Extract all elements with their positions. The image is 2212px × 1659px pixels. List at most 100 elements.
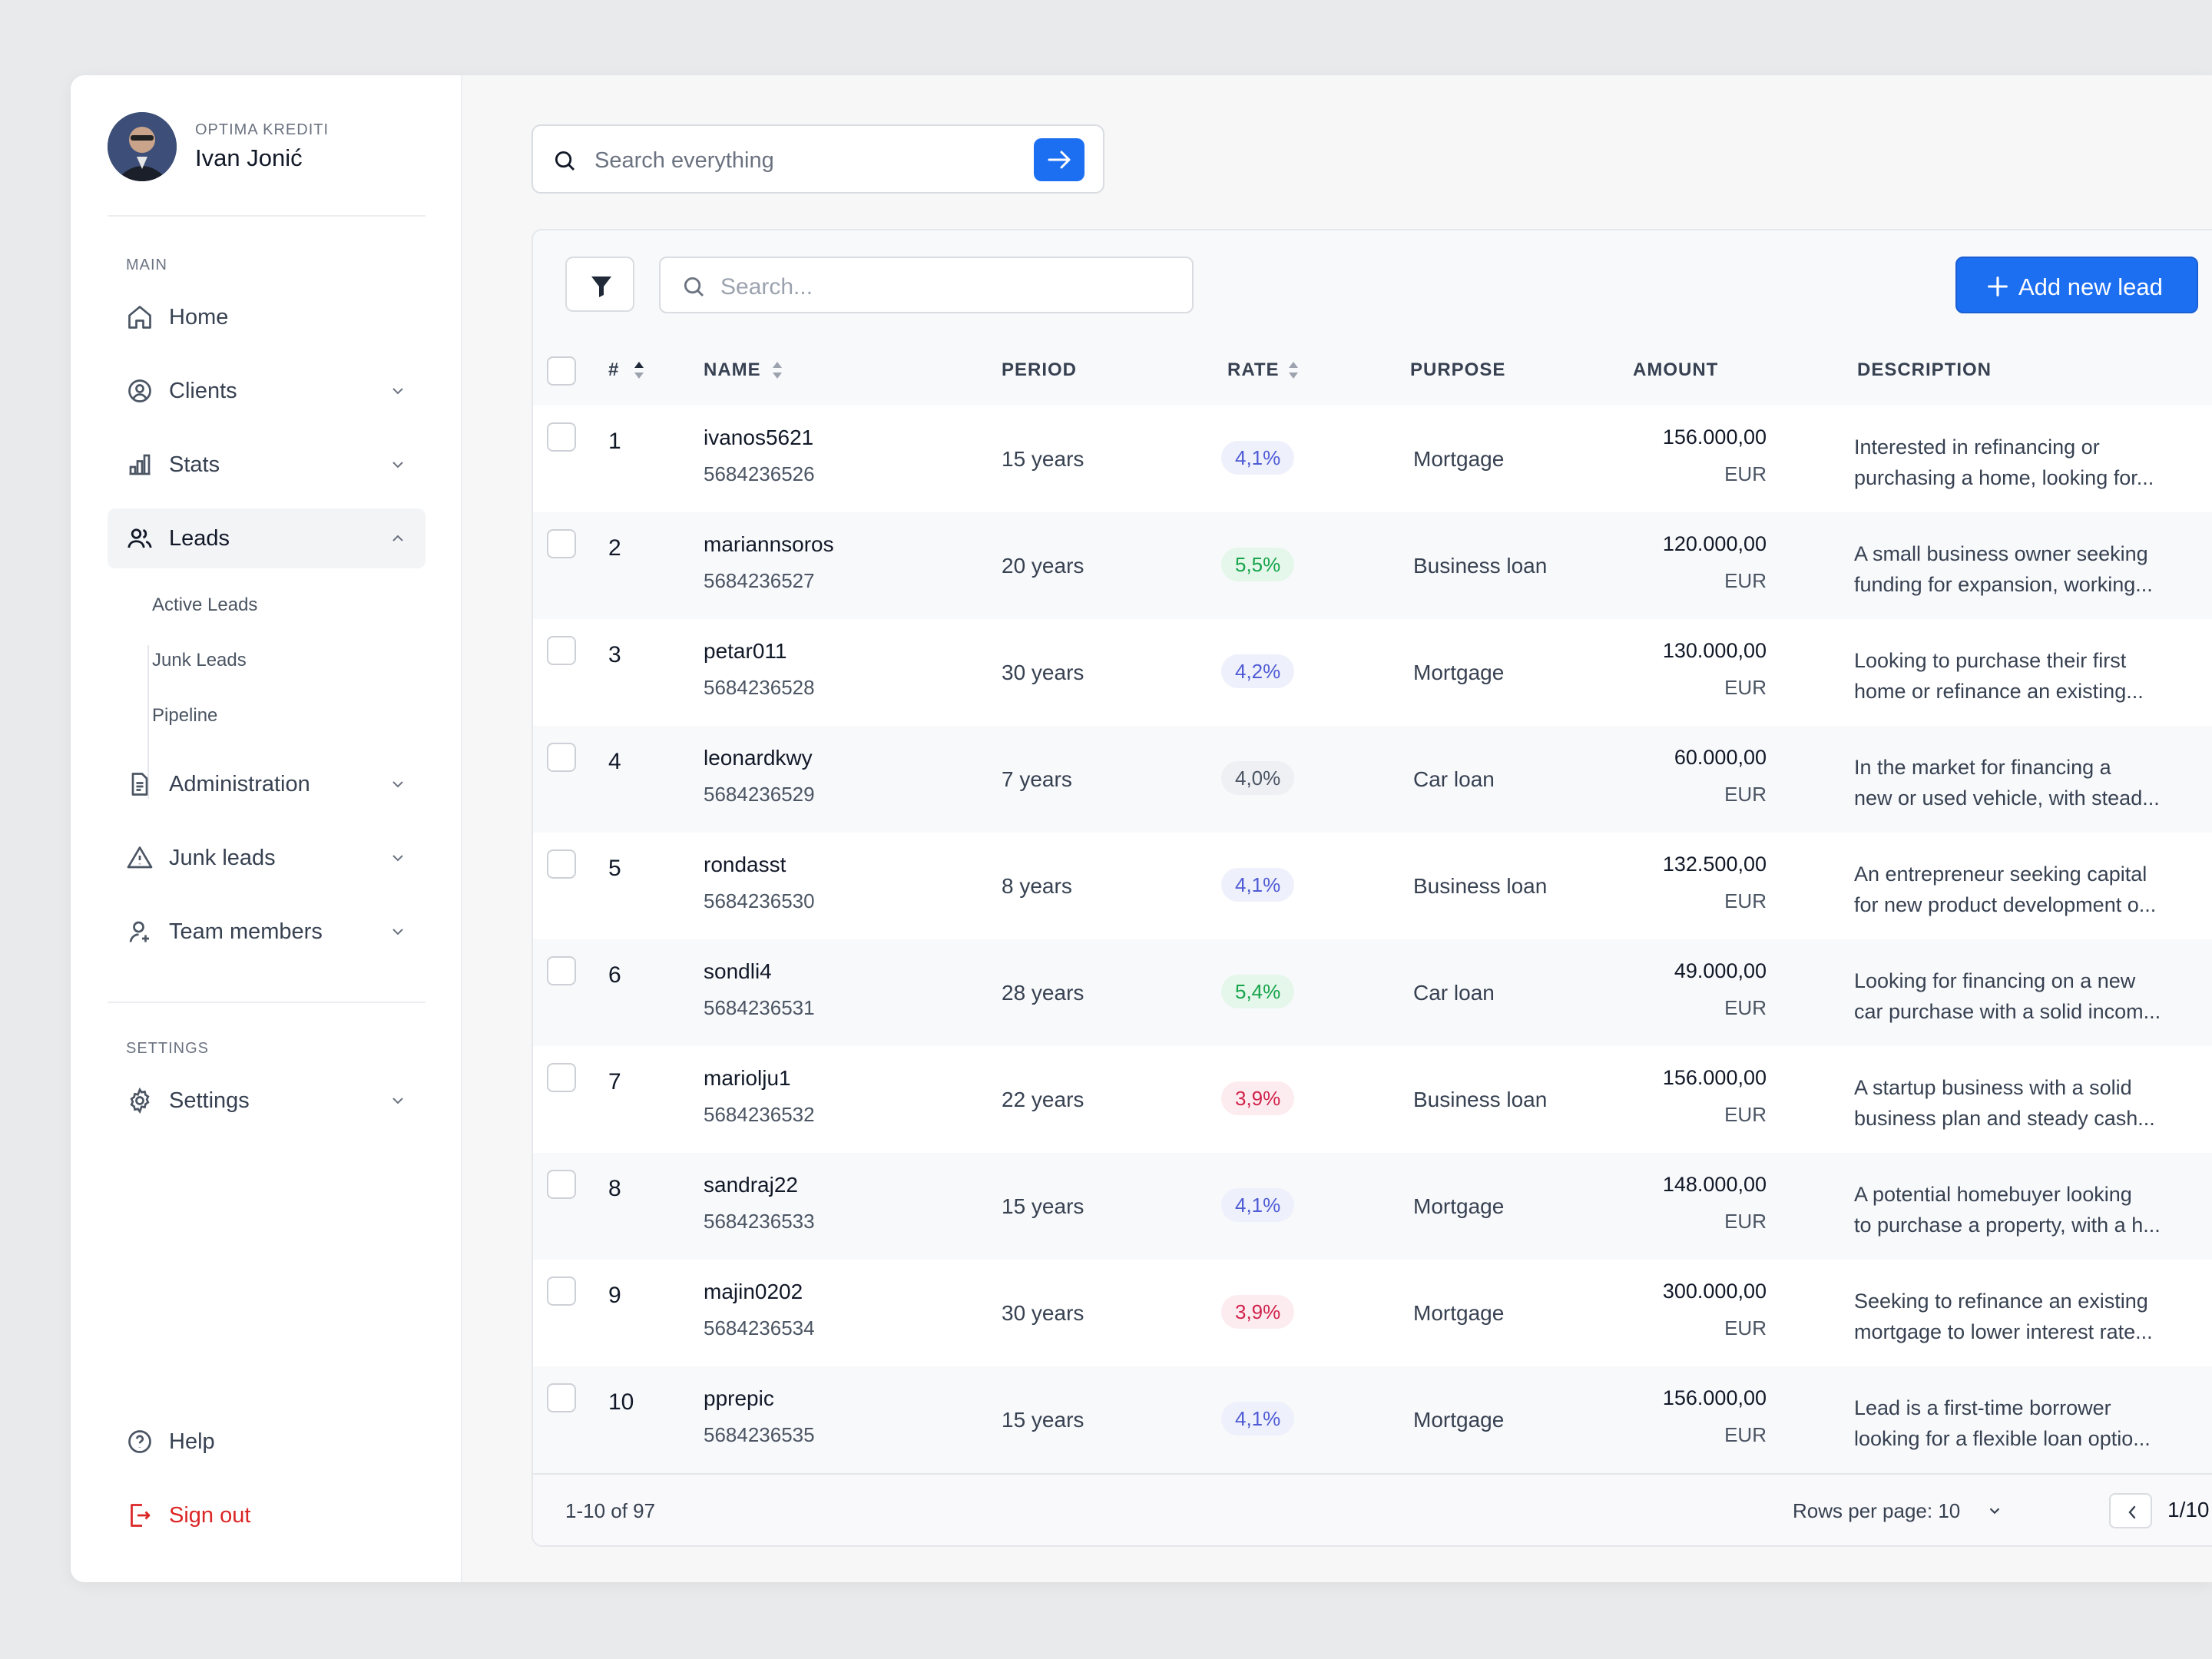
chevron-down-icon bbox=[389, 849, 407, 867]
global-search[interactable]: Search everything bbox=[531, 124, 1104, 194]
avatar bbox=[108, 112, 177, 181]
lead-amount: 49.000,00 bbox=[1674, 959, 1767, 982]
sidebar-item-help[interactable]: Help bbox=[108, 1412, 426, 1472]
sidebar-item-administration[interactable]: Administration bbox=[108, 754, 426, 814]
row-checkbox[interactable] bbox=[547, 1383, 576, 1412]
rate-badge: 4,2% bbox=[1221, 654, 1295, 688]
prev-page-button[interactable] bbox=[2109, 1493, 2152, 1528]
table-row[interactable]: 7 mariolju1 5684236532 22 years 3,9% Business… bbox=[533, 1046, 2212, 1153]
sign-out-label: Sign out bbox=[169, 1502, 251, 1528]
users-icon bbox=[126, 525, 154, 552]
lead-amount: 120.000,00 bbox=[1662, 532, 1767, 555]
column-header-name[interactable]: NAME bbox=[704, 359, 761, 380]
rows-per-page-select[interactable]: Rows per page: 10 bbox=[1793, 1499, 1961, 1522]
chevron-up-icon bbox=[389, 529, 407, 548]
profile[interactable]: OPTIMA KREDITI Ivan Jonić bbox=[108, 112, 426, 217]
add-new-lead-button[interactable]: Add new lead bbox=[1955, 257, 2198, 313]
description-line: An entrepreneur seeking capital bbox=[1854, 863, 2147, 886]
sidebar: OPTIMA KREDITI Ivan Jonić MAIN Home Clie… bbox=[71, 75, 462, 1582]
lead-id: 5684236534 bbox=[704, 1316, 815, 1339]
lead-username[interactable]: sondli4 bbox=[704, 959, 772, 983]
lead-description: Interested in refinancing or purchasing a… bbox=[1854, 432, 2207, 493]
row-number: 2 bbox=[608, 535, 621, 561]
search-submit-button[interactable] bbox=[1034, 138, 1084, 181]
table-search-input[interactable]: Search... bbox=[720, 274, 813, 300]
lead-currency: EUR bbox=[1724, 569, 1767, 592]
row-checkbox[interactable] bbox=[547, 956, 576, 985]
description-line: Seeking to refinance an existing bbox=[1854, 1290, 2148, 1313]
description-line: In the market for financing a bbox=[1854, 756, 2111, 779]
description-line: Lead is a first-time borrower bbox=[1854, 1396, 2111, 1419]
row-checkbox[interactable] bbox=[547, 529, 576, 558]
chevron-down-icon bbox=[389, 775, 407, 793]
sidebar-item-junk-leads[interactable]: Junk leads bbox=[108, 828, 426, 888]
lead-description: A potential homebuyer looking to purchase… bbox=[1854, 1179, 2207, 1240]
lead-username[interactable]: leonardkwy bbox=[704, 746, 813, 770]
lead-username[interactable]: sandraj22 bbox=[704, 1173, 798, 1197]
lead-purpose: Mortgage bbox=[1413, 1408, 1505, 1432]
lead-username[interactable]: mariolju1 bbox=[704, 1066, 791, 1090]
lead-username[interactable]: pprepic bbox=[704, 1386, 774, 1410]
table-row[interactable]: 3 petar011 5684236528 30 years 4,2% Mortgage 1… bbox=[533, 619, 2212, 726]
row-checkbox[interactable] bbox=[547, 1170, 576, 1199]
rate-badge: 5,5% bbox=[1221, 548, 1295, 581]
filter-button[interactable] bbox=[565, 257, 634, 312]
bar-chart-icon bbox=[126, 451, 154, 478]
user-add-icon bbox=[126, 918, 154, 945]
chevron-down-icon bbox=[389, 1091, 407, 1110]
table-row[interactable]: 4 leonardkwy 5684236529 7 years 4,0% Car loan… bbox=[533, 726, 2212, 833]
row-checkbox[interactable] bbox=[547, 1277, 576, 1306]
row-number: 5 bbox=[608, 856, 621, 881]
lead-id: 5684236531 bbox=[704, 996, 815, 1019]
sidebar-item-team-members[interactable]: Team members bbox=[108, 902, 426, 962]
column-header-rate[interactable]: RATE bbox=[1227, 359, 1280, 380]
table-row[interactable]: 1 ivanos5621 5684236526 15 years 4,1% Mortgag… bbox=[533, 406, 2212, 512]
rate-badge: 4,1% bbox=[1221, 1188, 1295, 1222]
sign-out-button[interactable]: Sign out bbox=[108, 1485, 426, 1545]
sidebar-subitem-active-leads[interactable]: Active Leads bbox=[152, 594, 258, 615]
add-new-lead-label: Add new lead bbox=[2018, 273, 2163, 300]
sidebar-item-stats[interactable]: Stats bbox=[108, 435, 426, 495]
lead-id: 5684236533 bbox=[704, 1210, 815, 1233]
lead-currency: EUR bbox=[1724, 1103, 1767, 1126]
row-checkbox[interactable] bbox=[547, 743, 576, 772]
column-header-number[interactable]: # bbox=[608, 359, 620, 380]
lead-username[interactable]: petar011 bbox=[704, 639, 787, 663]
description-line: purchasing a home, looking for... bbox=[1854, 466, 2154, 489]
lead-amount: 60.000,00 bbox=[1674, 746, 1767, 769]
lead-period: 22 years bbox=[1002, 1088, 1084, 1111]
sidebar-item-leads[interactable]: Leads bbox=[108, 508, 426, 568]
row-checkbox[interactable] bbox=[547, 636, 576, 665]
sidebar-item-label: Team members bbox=[169, 919, 323, 944]
row-checkbox[interactable] bbox=[547, 849, 576, 879]
sidebar-item-settings[interactable]: Settings bbox=[108, 1071, 426, 1131]
sidebar-subitem-junk-leads[interactable]: Junk Leads bbox=[152, 650, 247, 671]
global-search-input[interactable]: Search everything bbox=[594, 148, 774, 173]
lead-description: An entrepreneur seeking capital for new p… bbox=[1854, 859, 2207, 920]
sidebar-subitem-pipeline[interactable]: Pipeline bbox=[152, 705, 218, 726]
lead-amount: 156.000,00 bbox=[1662, 426, 1767, 449]
sidebar-item-clients[interactable]: Clients bbox=[108, 361, 426, 421]
lead-username[interactable]: rondasst bbox=[704, 853, 786, 876]
table-row[interactable]: 9 majin0202 5684236534 30 years 3,9% Mortgage… bbox=[533, 1260, 2212, 1366]
lead-username[interactable]: ivanos5621 bbox=[704, 426, 814, 449]
select-all-checkbox[interactable] bbox=[547, 356, 576, 386]
lead-id: 5684236532 bbox=[704, 1103, 815, 1126]
row-checkbox[interactable] bbox=[547, 422, 576, 452]
lead-username[interactable]: majin0202 bbox=[704, 1280, 803, 1303]
row-number: 10 bbox=[608, 1389, 634, 1415]
search-icon bbox=[680, 273, 707, 300]
table-row[interactable]: 10 pprepic 5684236535 15 years 4,1% Mortgage 1… bbox=[533, 1366, 2212, 1473]
table-search[interactable]: Search... bbox=[659, 257, 1194, 313]
row-checkbox[interactable] bbox=[547, 1063, 576, 1092]
company-name: OPTIMA KREDITI bbox=[195, 121, 329, 138]
sidebar-item-home[interactable]: Home bbox=[108, 287, 426, 347]
table-row[interactable]: 5 rondasst 5684236530 8 years 4,1% Business l… bbox=[533, 833, 2212, 939]
lead-description: Lead is a first-time borrower looking for… bbox=[1854, 1392, 2207, 1454]
table-row[interactable]: 8 sandraj22 5684236533 15 years 4,1% Mortgage… bbox=[533, 1153, 2212, 1260]
chevron-down-icon bbox=[389, 382, 407, 400]
table-row[interactable]: 2 mariannsoros 5684236527 20 years 5,5% Busin… bbox=[533, 512, 2212, 619]
warning-icon bbox=[126, 844, 154, 872]
lead-username[interactable]: mariannsoros bbox=[704, 532, 834, 556]
table-row[interactable]: 6 sondli4 5684236531 28 years 5,4% Car loan 49… bbox=[533, 939, 2212, 1046]
